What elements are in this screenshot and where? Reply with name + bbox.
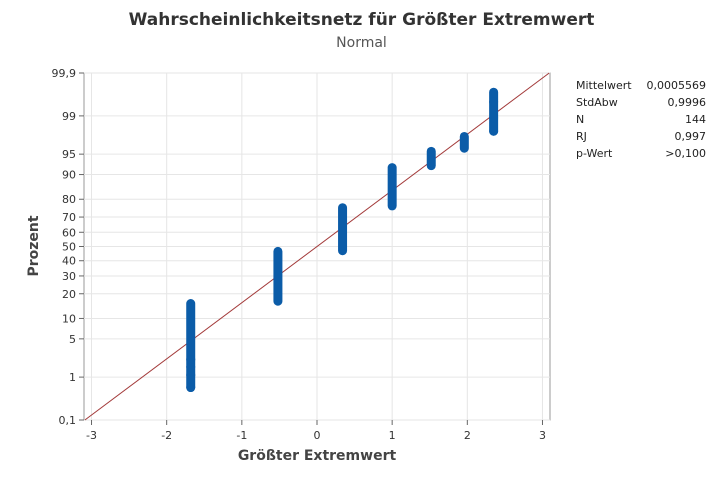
stats-row-rj: RJ 0,997 <box>576 130 706 147</box>
x-tick-label: -1 <box>236 429 247 442</box>
y-tick-label: 99 <box>62 110 76 123</box>
chart-subtitle: Normal <box>336 35 387 51</box>
y-tick-label: 5 <box>69 333 76 346</box>
stats-value: 144 <box>685 113 706 126</box>
stats-label: p-Wert <box>576 147 613 160</box>
stats-value: 0,9996 <box>667 96 707 109</box>
y-tick-label: 10 <box>62 312 76 325</box>
x-tick-label: -3 <box>86 429 97 442</box>
y-tick-label: 0,1 <box>59 414 77 427</box>
data-point <box>186 355 196 365</box>
data-point <box>489 126 499 136</box>
stats-row-stdev: StdAbw 0,9996 <box>576 96 706 113</box>
stats-legend: Mittelwert 0,0005569 StdAbw 0,9996 N 144… <box>576 79 706 164</box>
y-tick-label: 80 <box>62 193 76 206</box>
x-tick-label: 3 <box>539 429 546 442</box>
y-tick-label: 40 <box>62 255 76 268</box>
data-point <box>186 362 196 372</box>
y-tick-label: 30 <box>62 270 76 283</box>
y-tick-label: 70 <box>62 211 76 224</box>
x-tick-label: 1 <box>389 429 396 442</box>
y-axis-label: Prozent <box>26 215 42 277</box>
stats-label: N <box>576 113 585 126</box>
y-tick-label: 90 <box>62 169 76 182</box>
stats-value: >0,100 <box>665 147 706 160</box>
fit-line <box>84 72 550 421</box>
stats-row-mean: Mittelwert 0,0005569 <box>576 79 706 96</box>
stats-row-n: N 144 <box>576 113 706 130</box>
data-point <box>489 97 499 107</box>
data-point <box>186 370 196 380</box>
y-tick-label: 20 <box>62 288 76 301</box>
chart-title: Wahrscheinlichkeitsnetz für Größter Extr… <box>128 10 595 30</box>
x-axis-label: Größter Extremwert <box>237 448 397 464</box>
stats-value: 0,0005569 <box>646 79 707 92</box>
stats-row-pvalue: p-Wert >0,100 <box>576 147 706 164</box>
y-tick-label: 50 <box>62 241 76 254</box>
x-tick-label: 2 <box>464 429 471 442</box>
fit-line-group <box>84 72 550 421</box>
stats-label: StdAbw <box>576 96 618 109</box>
y-tick-label: 1 <box>69 371 76 384</box>
x-tick-label: 0 <box>314 429 321 442</box>
y-tick-label: 99,9 <box>52 67 77 80</box>
y-tick-label: 60 <box>62 226 76 239</box>
stats-label: Mittelwert <box>576 79 632 92</box>
stats-value: 0,997 <box>674 130 707 143</box>
stats-label: RJ <box>576 130 587 143</box>
data-points <box>186 87 499 393</box>
data-point <box>186 383 196 393</box>
x-tick-label: -2 <box>161 429 172 442</box>
x-axis-ticks: -3 -2 -1 0 1 2 3 <box>86 420 546 442</box>
y-tick-label: 95 <box>62 148 76 161</box>
data-point <box>489 113 499 123</box>
